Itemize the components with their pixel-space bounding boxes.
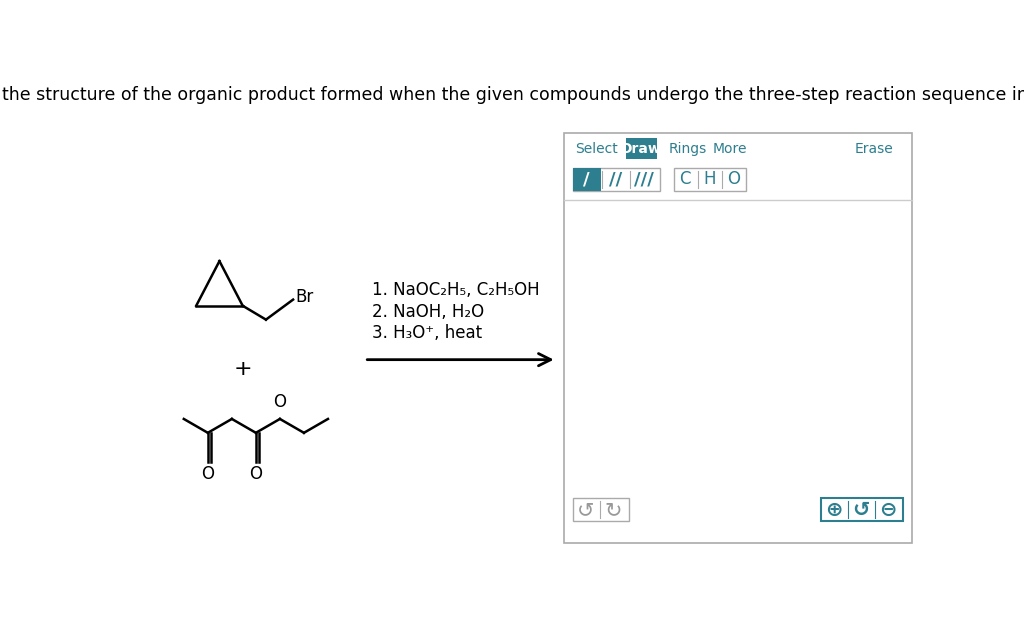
Text: Select: Select bbox=[574, 141, 617, 156]
Text: Draw the structure of the organic product formed when the given compounds underg: Draw the structure of the organic produc… bbox=[0, 85, 1024, 103]
Text: +: + bbox=[233, 359, 252, 379]
Text: ///: /// bbox=[634, 171, 654, 189]
Text: C: C bbox=[680, 171, 691, 189]
Bar bbox=[674, 168, 746, 191]
Text: Erase: Erase bbox=[854, 141, 893, 156]
Bar bbox=[572, 498, 629, 521]
Bar bbox=[572, 168, 659, 191]
Text: ↺: ↺ bbox=[852, 500, 870, 520]
Text: ↻: ↻ bbox=[604, 500, 622, 520]
Text: O: O bbox=[202, 465, 214, 483]
Bar bbox=[572, 168, 601, 191]
Bar bbox=[821, 498, 903, 521]
Text: ⊖: ⊖ bbox=[880, 500, 897, 520]
Text: 2. NaOH, H₂O: 2. NaOH, H₂O bbox=[372, 303, 484, 321]
Text: H: H bbox=[703, 171, 716, 189]
Text: ⊕: ⊕ bbox=[825, 500, 843, 520]
Bar bbox=[563, 133, 912, 543]
Text: More: More bbox=[713, 141, 748, 156]
Text: O: O bbox=[273, 393, 287, 411]
Text: O: O bbox=[250, 465, 262, 483]
Text: //: // bbox=[609, 171, 623, 189]
Text: /: / bbox=[584, 171, 590, 189]
Text: Br: Br bbox=[295, 288, 313, 305]
Text: Draw: Draw bbox=[621, 141, 662, 156]
Text: 3. H₃O⁺, heat: 3. H₃O⁺, heat bbox=[372, 325, 482, 343]
Text: Rings: Rings bbox=[669, 141, 707, 156]
Bar bbox=[626, 138, 656, 159]
Text: ↺: ↺ bbox=[578, 500, 595, 520]
Text: O: O bbox=[727, 171, 739, 189]
Text: 1. NaOC₂H₅, C₂H₅OH: 1. NaOC₂H₅, C₂H₅OH bbox=[372, 282, 540, 300]
